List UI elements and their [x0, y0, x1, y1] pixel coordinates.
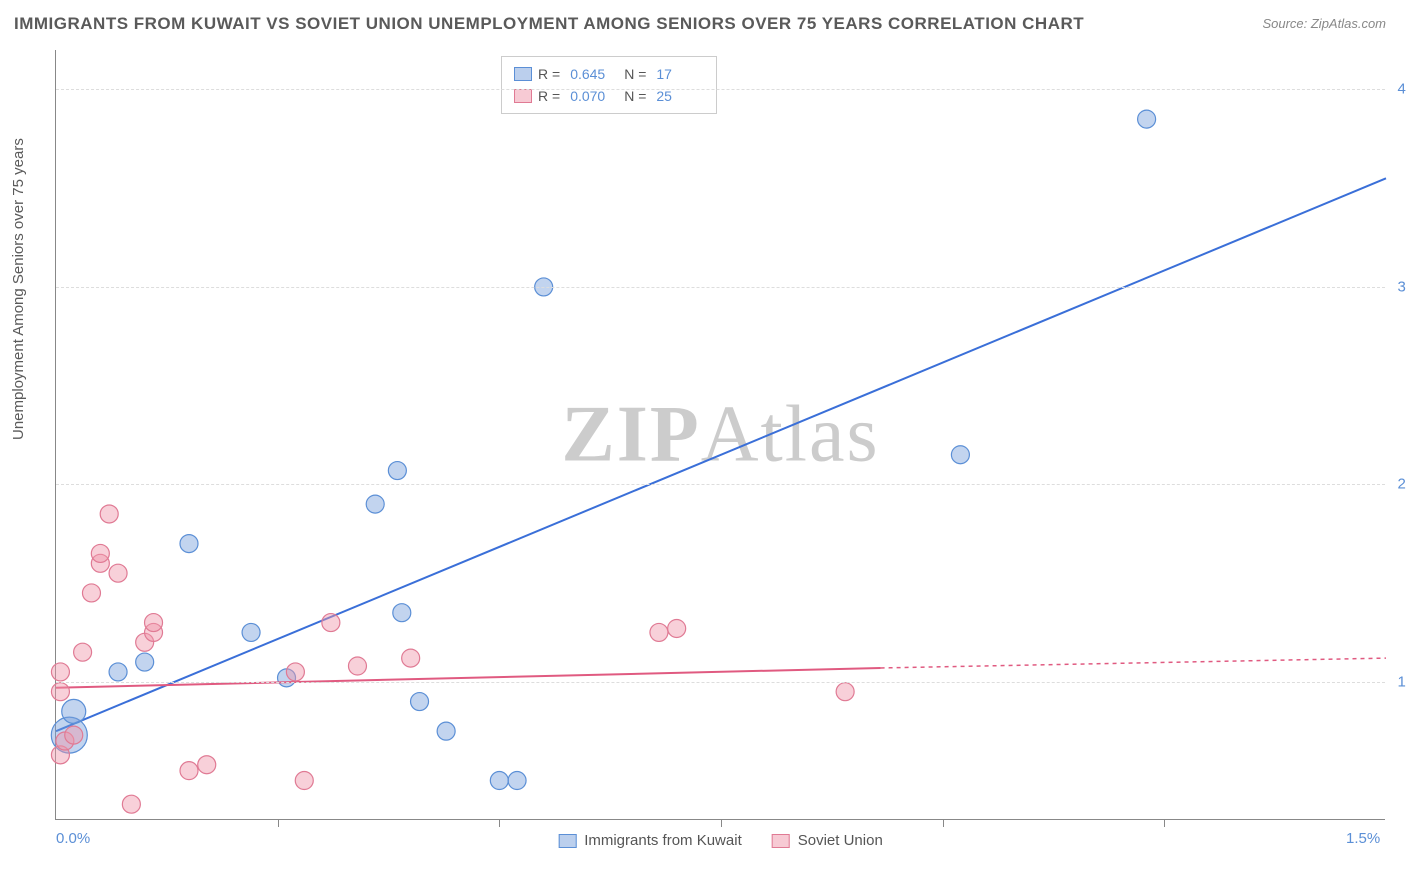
- data-point: [295, 772, 313, 790]
- data-point: [348, 657, 366, 675]
- n-value: 17: [656, 66, 704, 82]
- x-minor-tick: [278, 819, 279, 827]
- data-point: [82, 584, 100, 602]
- data-point: [393, 604, 411, 622]
- trend-line-extrapolated: [881, 658, 1386, 668]
- legend-label: Soviet Union: [798, 832, 883, 849]
- x-minor-tick: [943, 819, 944, 827]
- data-point: [100, 505, 118, 523]
- x-minor-tick: [721, 819, 722, 827]
- x-tick-label: 1.5%: [1346, 830, 1380, 847]
- y-axis-label: Unemployment Among Seniors over 75 years: [10, 138, 27, 440]
- legend-item-kuwait: Immigrants from Kuwait: [558, 832, 742, 849]
- data-point: [109, 663, 127, 681]
- gridline: [56, 89, 1385, 90]
- gridline: [56, 484, 1385, 485]
- scatter-plot-svg: [56, 50, 1385, 819]
- data-point: [490, 772, 508, 790]
- data-point: [508, 772, 526, 790]
- swatch-pink-icon: [772, 834, 790, 848]
- legend-label: Immigrants from Kuwait: [584, 832, 742, 849]
- data-point: [411, 693, 429, 711]
- trend-line: [56, 668, 881, 688]
- r-label: R =: [538, 66, 560, 82]
- data-point: [51, 683, 69, 701]
- data-point: [402, 649, 420, 667]
- y-tick-label: 20.0%: [1397, 476, 1406, 493]
- series-legend: Immigrants from Kuwait Soviet Union: [558, 832, 883, 849]
- data-point: [145, 614, 163, 632]
- correlation-legend: R = 0.645 N = 17 R = 0.070 N = 25: [501, 56, 717, 114]
- r-value: 0.645: [570, 66, 618, 82]
- data-point: [198, 756, 216, 774]
- data-point: [91, 544, 109, 562]
- n-label: N =: [624, 66, 646, 82]
- data-point: [1138, 110, 1156, 128]
- data-point: [322, 614, 340, 632]
- data-point: [65, 726, 83, 744]
- data-point: [836, 683, 854, 701]
- data-point: [122, 795, 140, 813]
- data-point: [62, 699, 86, 723]
- y-tick-label: 30.0%: [1397, 278, 1406, 295]
- swatch-blue-icon: [514, 67, 532, 81]
- data-point: [74, 643, 92, 661]
- data-point: [668, 619, 686, 637]
- source-attribution: Source: ZipAtlas.com: [1262, 16, 1386, 31]
- data-point: [437, 722, 455, 740]
- x-minor-tick: [499, 819, 500, 827]
- data-point: [650, 623, 668, 641]
- data-point: [109, 564, 127, 582]
- trend-line: [56, 178, 1386, 731]
- data-point: [51, 663, 69, 681]
- legend-row-soviet: R = 0.070 N = 25: [514, 85, 704, 107]
- data-point: [180, 762, 198, 780]
- swatch-pink-icon: [514, 89, 532, 103]
- x-minor-tick: [1164, 819, 1165, 827]
- data-point: [286, 663, 304, 681]
- x-tick-label: 0.0%: [56, 830, 90, 847]
- chart-plot-area: ZIPAtlas R = 0.645 N = 17 R = 0.070 N = …: [55, 50, 1385, 820]
- gridline: [56, 287, 1385, 288]
- gridline: [56, 682, 1385, 683]
- data-point: [951, 446, 969, 464]
- y-tick-label: 40.0%: [1397, 81, 1406, 98]
- swatch-blue-icon: [558, 834, 576, 848]
- data-point: [388, 462, 406, 480]
- data-point: [242, 623, 260, 641]
- y-tick-label: 10.0%: [1397, 673, 1406, 690]
- chart-title: IMMIGRANTS FROM KUWAIT VS SOVIET UNION U…: [14, 14, 1084, 34]
- legend-row-kuwait: R = 0.645 N = 17: [514, 63, 704, 85]
- data-point: [366, 495, 384, 513]
- data-point: [136, 653, 154, 671]
- data-point: [180, 535, 198, 553]
- legend-item-soviet: Soviet Union: [772, 832, 883, 849]
